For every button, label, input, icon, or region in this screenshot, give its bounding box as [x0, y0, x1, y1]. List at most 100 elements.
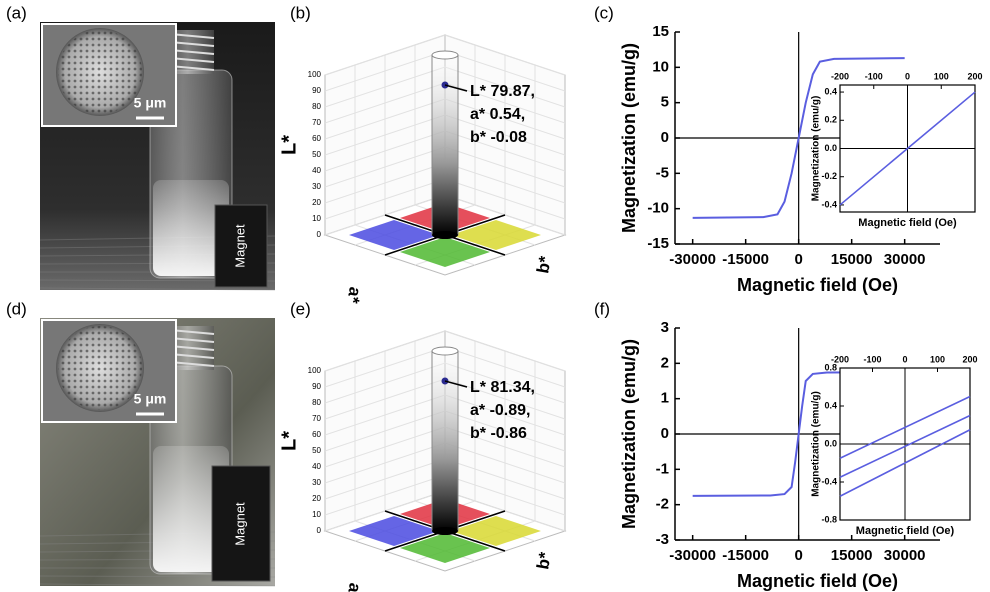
panel-label: (c)	[594, 3, 614, 22]
l-tick-label: 10	[312, 510, 321, 519]
l-tick-label: 50	[312, 150, 321, 159]
x-tick-label: -30000	[669, 251, 716, 268]
y-tick-label: 0	[661, 425, 669, 442]
l-tick-label: 30	[312, 182, 321, 191]
magnet-label: Magnet	[232, 224, 247, 268]
l-tick-label: 10	[312, 214, 321, 223]
l-tick-label: 40	[312, 166, 321, 175]
l-tick-label: 0	[317, 526, 322, 535]
x-tick-label: 0	[794, 547, 802, 564]
scale-bar-label: 5 μm	[134, 391, 167, 407]
inset-x-tick-label: -200	[831, 354, 849, 364]
microsphere-pores	[58, 326, 142, 410]
inset-y-label: Magnetization (emu/g)	[811, 391, 822, 497]
inset-x-tick-label: -100	[863, 354, 881, 364]
annotation: b* -0.86	[470, 425, 527, 442]
l-tick-label: 40	[312, 462, 321, 471]
annotation: b* -0.08	[470, 129, 527, 146]
annotation: a* 0.54,	[470, 106, 525, 123]
y-tick-label: -5	[656, 164, 669, 181]
grid-line	[324, 330, 566, 372]
thread	[169, 41, 215, 47]
inset-x-tick-label: 200	[967, 71, 982, 81]
inset-y-label: Magnetization (emu/g)	[811, 96, 822, 202]
thread	[169, 345, 215, 351]
panel-label: (d)	[6, 299, 27, 318]
y-tick-label: 3	[661, 319, 669, 336]
x-axis-label: Magnetic field (Oe)	[737, 571, 898, 591]
inset-y-tick-label: 0.4	[824, 86, 837, 96]
x-tick-label: 0	[794, 251, 802, 268]
cylinder-base	[432, 231, 458, 239]
l-tick-label: 50	[312, 446, 321, 455]
y-axis-label: Magnetization (emu/g)	[619, 339, 639, 529]
thread	[169, 65, 215, 71]
x-tick-label: 30000	[884, 547, 926, 564]
thread	[169, 49, 215, 55]
l-tick-label: 90	[312, 382, 321, 391]
y-tick-label: -15	[647, 235, 669, 252]
l-tick-label: 0	[317, 230, 322, 239]
y-axis-label: Magnetization (emu/g)	[619, 43, 639, 233]
inset-line	[839, 395, 971, 459]
inset-y-tick-label: -0.8	[821, 514, 837, 524]
inset-x-tick-label: -100	[865, 71, 883, 81]
a-axis-label: a*	[343, 286, 365, 306]
scale-bar-label: 5 μm	[134, 95, 167, 111]
powder	[153, 180, 229, 276]
panel-label: (a)	[6, 3, 27, 22]
powder	[153, 446, 229, 572]
x-tick-label: -15000	[722, 547, 769, 564]
y-tick-label: -10	[647, 200, 669, 217]
inset-y-tick-label: 0.2	[824, 115, 837, 125]
inset-x-tick-label: 0	[902, 354, 907, 364]
l-tick-label: 70	[312, 414, 321, 423]
inset-line	[839, 91, 976, 206]
panel-label: (b)	[290, 3, 311, 22]
y-tick-label: 15	[652, 23, 669, 40]
l-tick-label: 60	[312, 430, 321, 439]
color-quadrant	[451, 516, 541, 546]
y-tick-label: 1	[661, 390, 669, 407]
leader	[444, 84, 468, 92]
inset-line	[839, 429, 971, 497]
y-tick-label: -1	[656, 460, 669, 477]
x-tick-label: 15000	[831, 547, 873, 564]
color-quadrant	[400, 237, 490, 267]
inset-x-label: Magnetic field (Oe)	[858, 217, 957, 229]
floor-line	[39, 583, 276, 587]
x-axis-label: Magnetic field (Oe)	[737, 275, 898, 295]
inset-y-tick-label: -0.2	[821, 171, 837, 181]
color-quadrant	[349, 516, 439, 546]
annotation: L* 79.87,	[470, 83, 535, 100]
annotation: L* 81.34,	[470, 379, 535, 396]
thread	[169, 337, 215, 343]
l-axis-label: L*	[278, 431, 300, 451]
thread	[169, 353, 215, 359]
cylinder-base	[432, 527, 458, 535]
l-tick-label: 100	[308, 366, 322, 375]
inset-x-tick-label: 100	[930, 354, 945, 364]
inset-y-tick-label: 0.0	[824, 143, 837, 153]
microsphere-pores	[58, 30, 142, 114]
inset-y-tick-label: -0.4	[821, 199, 837, 209]
color-quadrant	[349, 220, 439, 250]
x-tick-label: -30000	[669, 547, 716, 564]
l-tick-label: 80	[312, 398, 321, 407]
series-line	[692, 371, 905, 497]
a-axis-label: a*	[343, 582, 365, 592]
magnet	[214, 204, 268, 288]
y-tick-label: -3	[656, 531, 669, 548]
inset-x-label: Magnetic field (Oe)	[856, 525, 955, 537]
leader	[444, 380, 468, 388]
magnet	[211, 465, 271, 582]
floor-line	[39, 287, 276, 291]
l-tick-label: 60	[312, 134, 321, 143]
magnet-label: Magnet	[232, 502, 247, 546]
thread	[169, 361, 215, 367]
y-tick-label: 10	[652, 58, 669, 75]
l-tick-label: 20	[312, 198, 321, 207]
l-tick-label: 20	[312, 494, 321, 503]
panel-label: (f)	[594, 299, 610, 318]
